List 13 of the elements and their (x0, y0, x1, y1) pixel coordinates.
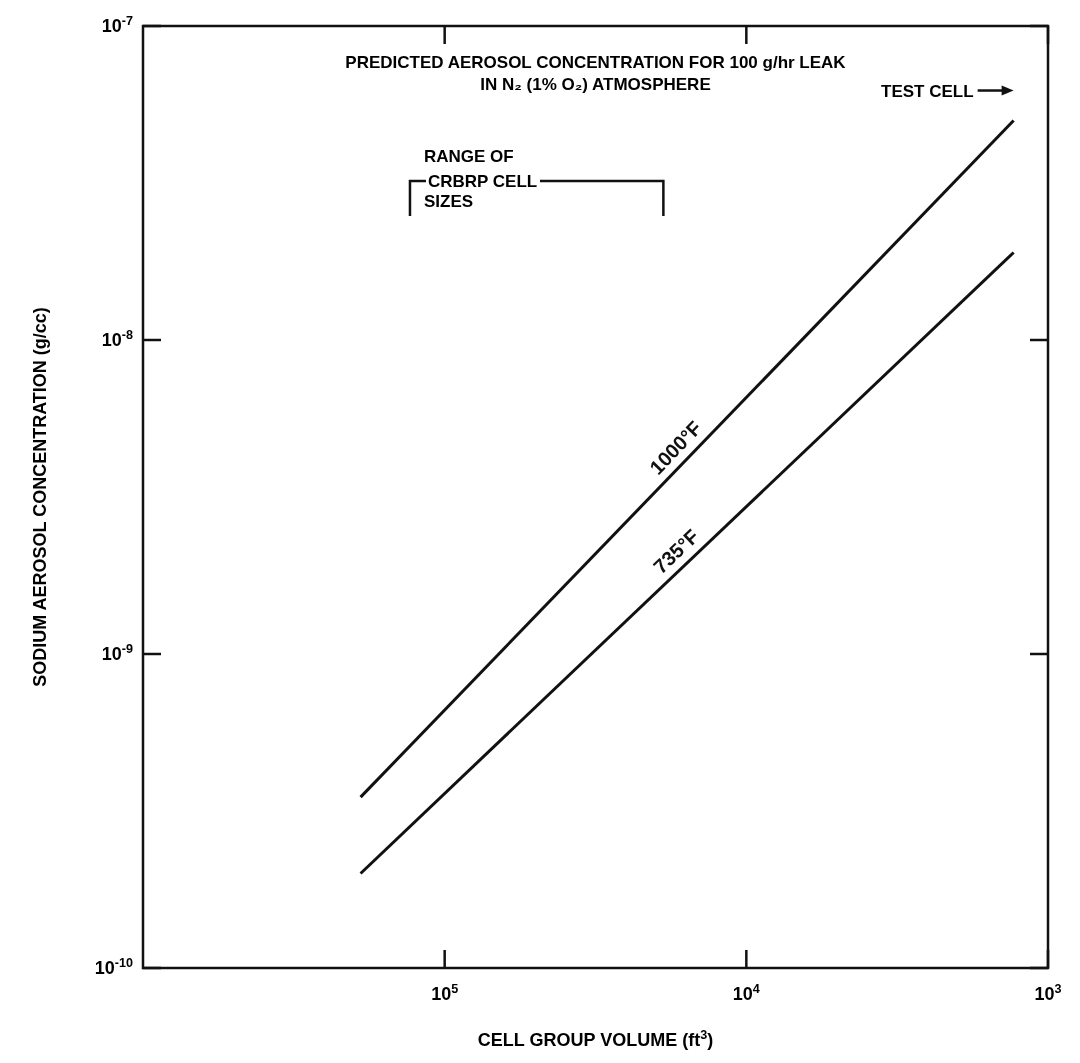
annotation: RANGE OF CRBRP CELL SIZES (423, 147, 538, 211)
y-tick-label: 10$^{-10}$ (94, 956, 133, 978)
annotation: TEST CELL (881, 81, 974, 101)
x-tick-label: 10$^{4}$ (732, 982, 760, 1004)
y-tick-label: 10$^{-9}$ (101, 642, 133, 664)
text: IN N₂ (1% O₂) ATMOSPHERE (480, 75, 711, 94)
text: PREDICTED AEROSOL CONCENTRATION FOR 100 g/hr LEAK (345, 53, 847, 72)
x-tick-label: 10$^{3}$ (1034, 982, 1062, 1004)
x-tick-label: 10$^{5}$ (431, 982, 459, 1004)
y-axis-title: SODIUM AEROSOL CONCENTRATION (g/cc) (30, 307, 50, 687)
y-tick-label: 10$^{-7}$ (101, 14, 133, 36)
y-tick-label: 10$^{-8}$ (101, 328, 133, 350)
x-axis-title: CELL GROUP VOLUME (ft$^{3}$) (477, 1028, 714, 1050)
